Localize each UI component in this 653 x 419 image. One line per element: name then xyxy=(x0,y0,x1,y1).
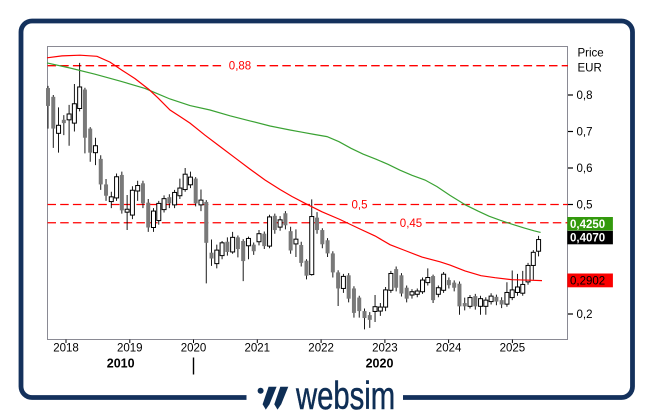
svg-text:2020: 2020 xyxy=(181,343,207,355)
svg-text:0,2902: 0,2902 xyxy=(570,276,605,288)
svg-text:websim: websim xyxy=(295,375,395,418)
svg-text:2018: 2018 xyxy=(53,343,79,355)
svg-text:2025: 2025 xyxy=(500,343,526,355)
svg-text:2024: 2024 xyxy=(436,343,462,355)
svg-text:0,6: 0,6 xyxy=(577,163,593,175)
svg-text:2020: 2020 xyxy=(366,357,394,371)
svg-text:2023: 2023 xyxy=(372,343,398,355)
svg-text:2022: 2022 xyxy=(308,343,334,355)
svg-text:Price: Price xyxy=(578,48,604,60)
svg-text:0,45: 0,45 xyxy=(400,218,422,230)
svg-text:0,8: 0,8 xyxy=(577,90,593,102)
svg-text:0,7: 0,7 xyxy=(577,127,593,139)
svg-text:0,88: 0,88 xyxy=(229,61,251,73)
svg-text:EUR: EUR xyxy=(578,63,602,75)
svg-text:0,4250: 0,4250 xyxy=(570,219,605,231)
svg-text:0,2: 0,2 xyxy=(577,309,593,321)
svg-text:2019: 2019 xyxy=(117,343,143,355)
svg-text:0,5: 0,5 xyxy=(352,200,368,212)
svg-text:2010: 2010 xyxy=(107,357,135,371)
svg-text:0,4070: 0,4070 xyxy=(570,233,605,245)
svg-text:0,5: 0,5 xyxy=(577,200,593,212)
svg-text:2021: 2021 xyxy=(245,343,271,355)
